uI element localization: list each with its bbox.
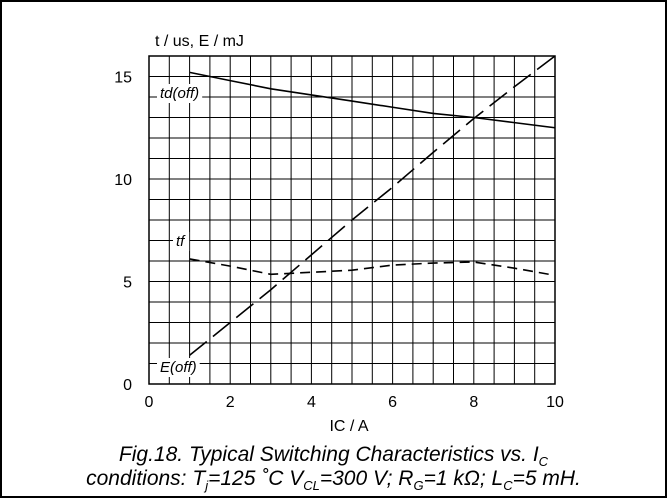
caption-cond-a: conditions: T — [86, 467, 206, 490]
x-axis-label: IC / A — [329, 418, 368, 435]
y-axis-label: t / us, E / mJ — [155, 33, 244, 50]
series-label: E(off) — [160, 359, 197, 376]
caption-cond-b: =125 ˚C V — [208, 467, 304, 490]
x-tick-label: 10 — [546, 394, 564, 411]
grid — [148, 55, 556, 385]
label-layer: 0 2 4 6 8 10 0 5 10 15 td(off) tf E(off) — [114, 70, 564, 412]
series-label: tf — [176, 233, 186, 250]
series-line-e-off- — [189, 55, 556, 356]
caption-title-sub: C — [538, 454, 549, 470]
x-tick-label: 4 — [307, 394, 316, 411]
series-label-background — [157, 358, 200, 377]
caption-cond-d-sub: C — [503, 478, 513, 494]
caption-cond-d: =1 kΩ; L — [423, 467, 504, 490]
x-tick-label: 8 — [469, 394, 478, 411]
caption-cond-a-sub: j — [205, 478, 209, 494]
caption-cond-b-sub: CL — [303, 478, 320, 494]
x-tick-label: 2 — [226, 394, 235, 411]
caption-title: Fig.18. Typical Switching Characteristic… — [118, 443, 539, 466]
figure-caption-line-2: conditions: Tj=125 ˚C VCL=300 V; RG=1 kΩ… — [0, 467, 667, 494]
caption-cond-c: =300 V; R — [319, 467, 414, 490]
series-line-td-off- — [189, 71, 556, 129]
series-label-background — [173, 232, 190, 251]
x-tick-label: 6 — [388, 394, 397, 411]
caption-cond-c-sub: G — [413, 478, 424, 494]
y-tick-label: 5 — [123, 275, 132, 292]
caption-cond-e: =5 mH. — [512, 467, 581, 490]
plot-border — [148, 55, 556, 385]
series-label: td(off) — [160, 85, 199, 102]
y-tick-label: 15 — [114, 70, 132, 87]
y-tick-label: 0 — [123, 377, 132, 394]
series-label-background — [157, 84, 203, 103]
figure-caption-line-1: Fig.18. Typical Switching Characteristic… — [0, 443, 667, 470]
series-line-tf — [189, 258, 556, 277]
y-tick-label: 10 — [114, 172, 132, 189]
x-tick-label: 0 — [145, 394, 154, 411]
series-layer — [189, 55, 556, 356]
